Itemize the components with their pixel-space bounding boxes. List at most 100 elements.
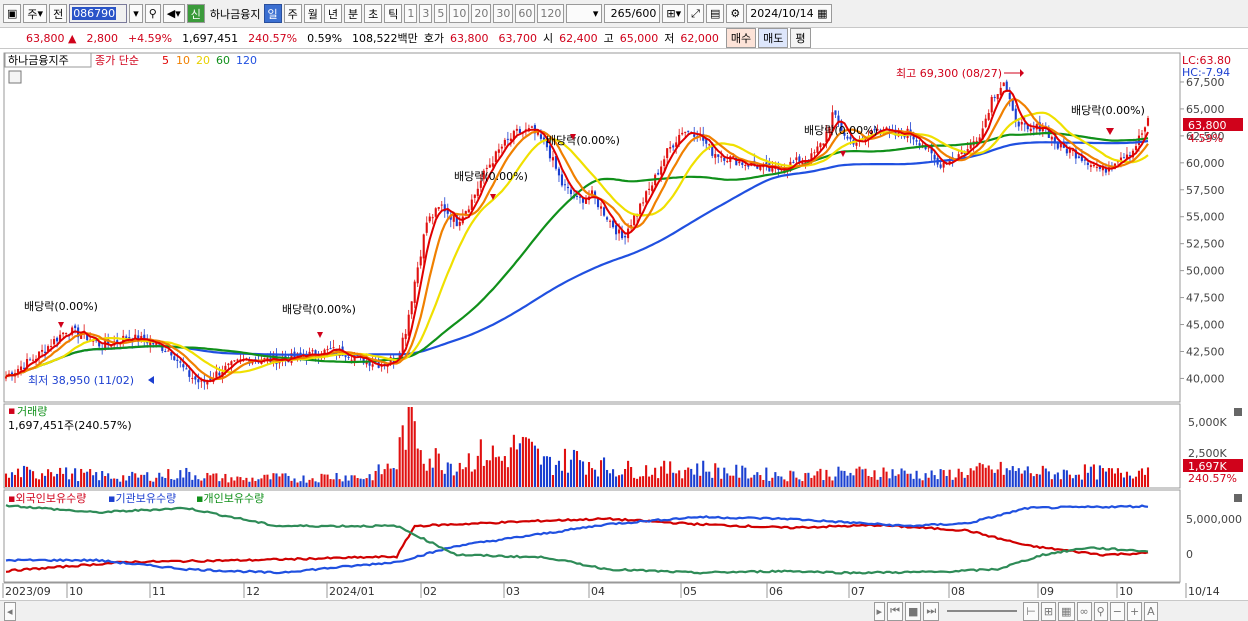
interval-button-3[interactable]: 10 xyxy=(449,4,470,23)
zoom-out-icon[interactable]: − xyxy=(1109,601,1125,621)
font-icon[interactable]: A xyxy=(1144,601,1158,621)
grid-icon[interactable]: ▦ xyxy=(1058,601,1075,621)
interval-dropdown[interactable]: ▾ xyxy=(566,4,603,23)
volume-bar-315 xyxy=(951,479,954,487)
zoom-in-icon[interactable]: + xyxy=(1126,601,1143,621)
period-button-5[interactable]: 초 xyxy=(364,4,383,23)
candle-body-184 xyxy=(557,168,561,176)
hc-label: HC:-7.94 xyxy=(1182,66,1230,79)
volume-bar-308 xyxy=(930,470,933,487)
volume-bar-296 xyxy=(894,475,897,487)
zoom-slider[interactable] xyxy=(947,610,1018,612)
sell-button[interactable]: 매도 xyxy=(758,28,789,48)
save-icon[interactable]: ▤ xyxy=(705,4,725,23)
search-icon-2[interactable]: ⚲ xyxy=(1093,601,1108,621)
candle-body-165 xyxy=(500,146,503,149)
foreign-series-label: ▪외국인보유수량 xyxy=(8,492,86,505)
volume-bar-33 xyxy=(104,476,107,487)
period-button-4[interactable]: 분 xyxy=(344,4,363,23)
chart-tool-icon[interactable]: ⊞ xyxy=(1040,601,1057,621)
stock-chart[interactable]: 67,50065,00062,50060,00057,50055,00052,5… xyxy=(0,50,1248,621)
candle-body-46 xyxy=(143,334,146,341)
window-icon[interactable]: ▣ xyxy=(3,4,22,23)
market-select[interactable]: 주 ▾ xyxy=(23,4,48,23)
interval-button-1[interactable]: 3 xyxy=(419,4,433,23)
volume-bar-205 xyxy=(621,474,624,487)
credit-badge[interactable]: 신 xyxy=(186,4,205,23)
buy-button[interactable]: 매수 xyxy=(725,28,757,48)
period-button-0[interactable]: 일 xyxy=(263,4,282,23)
ask-price: 63,700 xyxy=(498,31,538,45)
high-price: 65,000 xyxy=(619,31,659,45)
candle-body-156 xyxy=(473,194,476,198)
stop-icon[interactable]: ■ xyxy=(904,601,922,621)
first-icon[interactable]: ⏮ xyxy=(887,601,903,621)
volume-bar-313 xyxy=(945,475,948,487)
volume-bar-352 xyxy=(1062,469,1065,487)
interval-button-4[interactable]: 20 xyxy=(471,4,492,23)
candle-body-49 xyxy=(152,342,155,345)
period-button-1[interactable]: 주 xyxy=(283,4,302,23)
dropdown-icon[interactable]: ▾ xyxy=(129,4,143,23)
link-icon[interactable]: ∞ xyxy=(1076,601,1092,621)
legend-ma5: 5 xyxy=(162,54,169,67)
interval-button-5[interactable]: 30 xyxy=(493,4,514,23)
crosshair-icon[interactable]: ⤢ xyxy=(687,4,704,23)
sound-icon[interactable]: ◀▾ xyxy=(162,4,185,23)
candle-body-242 xyxy=(732,156,735,158)
table-icon[interactable] xyxy=(8,70,22,84)
volume-bar-309 xyxy=(933,475,936,487)
dividend-label-4: 배당락(0.00%) xyxy=(546,134,620,147)
scroll-left-icon[interactable]: ◂ xyxy=(4,601,16,621)
interval-button-6[interactable]: 60 xyxy=(515,4,536,23)
scroll-track[interactable] xyxy=(18,605,874,617)
interval-button-7[interactable]: 120 xyxy=(537,4,565,23)
period-button-2[interactable]: 월 xyxy=(303,4,322,23)
scroll-right-icon[interactable]: ▸ xyxy=(873,601,886,621)
holdings-close-icon[interactable] xyxy=(1234,494,1242,502)
candle-body-37 xyxy=(116,340,119,343)
settings-grid-icon[interactable]: ⊞▾ xyxy=(662,4,686,23)
interval-button-0[interactable]: 1 xyxy=(404,4,418,23)
count-input[interactable]: 265/600 xyxy=(604,4,661,23)
legend-title: 하나금융지주 xyxy=(8,53,69,67)
dividend-arrow-3 xyxy=(490,194,496,200)
period-button-3[interactable]: 년 xyxy=(323,4,342,23)
volume-bar-30 xyxy=(95,472,98,487)
low-annotation: 최저 38,950 (11/02) xyxy=(28,374,134,387)
price-tick-label-2: 62,500 xyxy=(1186,130,1225,143)
volume-bar-55 xyxy=(170,479,173,487)
period-button-6[interactable]: 틱 xyxy=(384,4,403,23)
average-button[interactable]: 평 xyxy=(790,28,811,48)
candle-body-209 xyxy=(633,215,636,226)
candle-body-0 xyxy=(4,376,8,379)
price-tick-label-0: 67,500 xyxy=(1186,76,1225,89)
candle-body-8 xyxy=(28,359,32,361)
volume-bar-52 xyxy=(161,476,164,487)
volume-bar-373 xyxy=(1125,471,1129,487)
volume-close-icon[interactable] xyxy=(1234,408,1242,416)
volume-bar-2 xyxy=(10,472,14,487)
ruler-icon[interactable]: ⊢ xyxy=(1023,601,1039,621)
gear-icon[interactable]: ⚙ xyxy=(726,4,745,23)
period-prefix-button[interactable]: 전 xyxy=(49,4,68,23)
candle-body-344 xyxy=(1038,122,1041,132)
date-label-9: 06 xyxy=(769,585,783,598)
code-input[interactable]: 086790 xyxy=(69,4,128,23)
volume-bar-370 xyxy=(1116,468,1119,487)
candle-body-334 xyxy=(1008,92,1011,100)
candle-body-63 xyxy=(194,376,197,380)
last-icon[interactable]: ⏭ xyxy=(923,601,940,621)
candle-body-60 xyxy=(185,368,188,370)
volume-bar-329 xyxy=(993,472,996,487)
volume-bar-245 xyxy=(741,465,744,487)
volume-bar-224 xyxy=(678,470,681,487)
volume-bar-34 xyxy=(107,473,110,487)
interval-button-2[interactable]: 5 xyxy=(434,4,448,23)
date-input[interactable]: 2024/10/14 ▦ xyxy=(746,4,832,23)
volume-bar-294 xyxy=(888,478,891,487)
volume-bar-374 xyxy=(1128,475,1132,487)
search-icon[interactable]: ⚲ xyxy=(144,4,161,23)
volume-bar-56 xyxy=(173,479,176,487)
volume-bar-142 xyxy=(431,467,434,487)
